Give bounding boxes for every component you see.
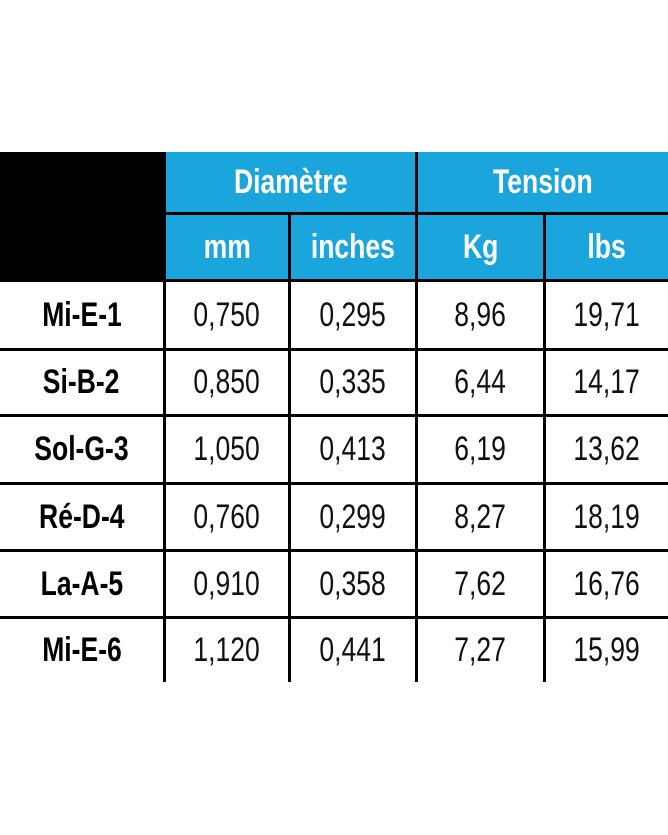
value-cell: 0,441 xyxy=(291,619,415,682)
value-cell: 0,750 xyxy=(166,282,288,348)
value-cell: 6,44 xyxy=(418,351,543,414)
value-cell: 7,27 xyxy=(418,619,543,682)
column-header-text: lbs xyxy=(587,227,627,266)
value-cell: 0,295 xyxy=(291,282,415,348)
value-cell-text: 0,335 xyxy=(319,363,387,401)
column-header: inches xyxy=(291,215,415,279)
row-label: Mi-E-1 xyxy=(0,282,163,348)
group-header-text: Diamètre xyxy=(233,162,348,201)
value-cell-text: 15,99 xyxy=(573,631,641,669)
value-cell-text: 0,413 xyxy=(319,430,387,468)
value-cell-text: 19,71 xyxy=(573,295,641,334)
value-cell: 14,17 xyxy=(546,351,668,414)
corner-block xyxy=(0,152,163,279)
value-cell: 19,71 xyxy=(546,282,668,348)
value-cell: 15,99 xyxy=(546,619,668,682)
row-label: Sol-G-3 xyxy=(0,417,163,482)
value-cell-text: 14,17 xyxy=(573,363,641,401)
column-header: lbs xyxy=(546,215,668,279)
value-cell: 0,850 xyxy=(166,351,288,414)
value-cell: 1,050 xyxy=(166,417,288,482)
row-label: Si-B-2 xyxy=(0,351,163,414)
row-label: Mi-E-6 xyxy=(0,619,163,682)
value-cell-text: 6,19 xyxy=(454,430,507,468)
value-cell: 8,27 xyxy=(418,485,543,549)
value-cell-text: 7,62 xyxy=(454,564,507,603)
value-cell: 0,910 xyxy=(166,552,288,616)
value-cell-text: 1,120 xyxy=(193,631,261,669)
value-cell-text: 0,295 xyxy=(319,295,387,334)
column-header-text: inches xyxy=(310,227,396,266)
value-cell: 0,335 xyxy=(291,351,415,414)
value-cell-text: 13,62 xyxy=(573,430,641,468)
value-cell-text: 18,19 xyxy=(573,497,641,536)
value-cell-text: 0,910 xyxy=(193,564,261,603)
value-cell: 0,413 xyxy=(291,417,415,482)
row-label-text: Mi-E-1 xyxy=(41,295,122,334)
row-label: La-A-5 xyxy=(0,552,163,616)
value-cell-text: 6,44 xyxy=(454,363,507,401)
column-header-text: Kg xyxy=(462,227,499,266)
value-cell: 8,96 xyxy=(418,282,543,348)
value-cell-text: 8,96 xyxy=(454,295,507,334)
value-cell-text: 7,27 xyxy=(454,631,507,669)
row-label: Ré-D-4 xyxy=(0,485,163,549)
value-cell: 18,19 xyxy=(546,485,668,549)
value-cell-text: 0,299 xyxy=(319,497,387,536)
value-cell: 1,120 xyxy=(166,619,288,682)
value-cell-text: 0,358 xyxy=(319,564,387,603)
value-cell-text: 16,76 xyxy=(573,564,641,603)
value-cell-text: 8,27 xyxy=(454,497,507,536)
row-label-text: La-A-5 xyxy=(40,564,123,603)
value-cell-text: 0,750 xyxy=(193,295,261,334)
value-cell: 16,76 xyxy=(546,552,668,616)
row-label-text: Ré-D-4 xyxy=(38,497,125,536)
group-header-text: Tension xyxy=(493,162,593,201)
value-cell-text: 0,760 xyxy=(193,497,261,536)
value-cell-text: 1,050 xyxy=(193,430,261,468)
row-label-text: Mi-E-6 xyxy=(41,631,122,669)
value-cell: 13,62 xyxy=(546,417,668,482)
group-header: Diamètre xyxy=(166,152,415,212)
group-header: Tension xyxy=(418,152,668,212)
row-label-text: Si-B-2 xyxy=(43,363,120,401)
column-header-text: mm xyxy=(203,227,251,266)
string-table: Diamètre Tension mm inches Kg lbs Mi-E-1 0,750 0… xyxy=(0,152,668,682)
row-label-text: Sol-G-3 xyxy=(34,430,129,468)
value-cell-text: 0,850 xyxy=(193,363,261,401)
value-cell: 0,760 xyxy=(166,485,288,549)
value-cell: 6,19 xyxy=(418,417,543,482)
value-cell: 7,62 xyxy=(418,552,543,616)
column-header: Kg xyxy=(418,215,543,279)
value-cell: 0,358 xyxy=(291,552,415,616)
value-cell: 0,299 xyxy=(291,485,415,549)
column-header: mm xyxy=(166,215,288,279)
value-cell-text: 0,441 xyxy=(319,631,387,669)
